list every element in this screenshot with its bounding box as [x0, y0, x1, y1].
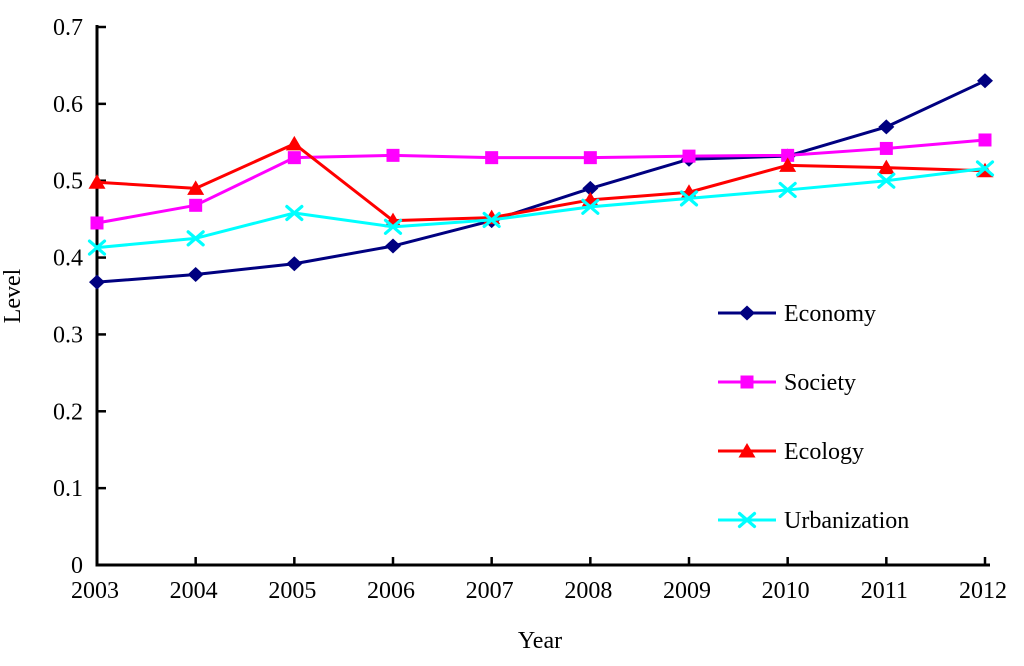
x-axis-title: Year	[518, 628, 562, 654]
legend-marker-urbanization	[737, 511, 757, 529]
series-marker-urbanization	[482, 211, 501, 229]
series-marker-society	[90, 216, 104, 230]
series-marker-economy	[977, 73, 993, 89]
series-marker-economy	[878, 119, 895, 135]
y-tick-label: 0.1	[53, 476, 83, 502]
x-tick-label: 2009	[663, 578, 711, 604]
series-marker-urbanization	[87, 239, 107, 256]
legend-marker-society	[740, 375, 754, 389]
series-marker-society	[781, 148, 795, 162]
series-marker-society	[978, 133, 992, 147]
y-tick-label: 0.7	[53, 15, 83, 41]
legend-marker-ecology	[738, 443, 756, 458]
legend-label-economy: Economy	[784, 301, 876, 327]
legend-label-ecology: Ecology	[784, 439, 864, 465]
legend-label-society: Society	[784, 370, 856, 396]
series-marker-society	[189, 198, 203, 212]
x-tick-label: 2010	[762, 578, 810, 604]
series-marker-ecology	[285, 135, 303, 151]
legend-marker-economy	[739, 305, 755, 321]
y-tick-label: 0.3	[53, 322, 83, 348]
legend-label-urbanization: Urbanization	[784, 508, 909, 534]
y-tick-label: 0.5	[53, 169, 83, 195]
series-marker-society	[386, 148, 400, 162]
series-line-economy	[95, 79, 987, 284]
x-tick-label: 2003	[71, 578, 119, 604]
series-marker-society	[583, 151, 597, 165]
series-line-ecology	[95, 142, 987, 223]
series-marker-society	[287, 151, 301, 165]
series-marker-ecology	[877, 159, 895, 175]
x-tick-label: 2004	[170, 578, 218, 604]
y-tick-label: 0.2	[53, 399, 83, 425]
series-marker-society	[682, 149, 696, 163]
series-marker-economy	[582, 180, 599, 196]
series-line-society	[95, 138, 987, 225]
x-tick-label: 2011	[861, 578, 908, 604]
y-tick-label: 0.4	[53, 246, 83, 272]
series-marker-urbanization	[285, 204, 304, 222]
series-marker-urbanization	[383, 218, 403, 235]
series-marker-economy	[89, 274, 105, 290]
series-marker-ecology	[779, 157, 797, 172]
series-marker-society	[879, 141, 893, 155]
series-marker-economy	[187, 266, 204, 282]
x-tick-label: 2006	[367, 578, 415, 604]
series-marker-economy	[385, 238, 401, 254]
x-tick-label: 2007	[466, 578, 514, 604]
series-marker-urbanization	[778, 181, 797, 199]
y-axis-title: Level	[0, 268, 26, 323]
y-tick-label: 0.6	[53, 92, 83, 118]
x-tick-label: 2008	[564, 578, 612, 604]
series-marker-urbanization	[679, 190, 699, 207]
x-tick-label: 2005	[268, 578, 316, 604]
series-marker-society	[485, 151, 499, 165]
series-marker-urbanization	[581, 198, 600, 215]
x-tick-label: 2012	[959, 578, 1007, 604]
series-marker-ecology	[187, 180, 205, 195]
series-line-urbanization	[95, 166, 987, 250]
series-marker-ecology	[88, 174, 106, 189]
series-marker-urbanization	[877, 172, 896, 189]
y-tick-label: 0	[71, 553, 83, 579]
series-marker-economy	[286, 256, 303, 272]
series-marker-urbanization	[186, 230, 205, 247]
series-marker-urbanization	[975, 160, 995, 177]
